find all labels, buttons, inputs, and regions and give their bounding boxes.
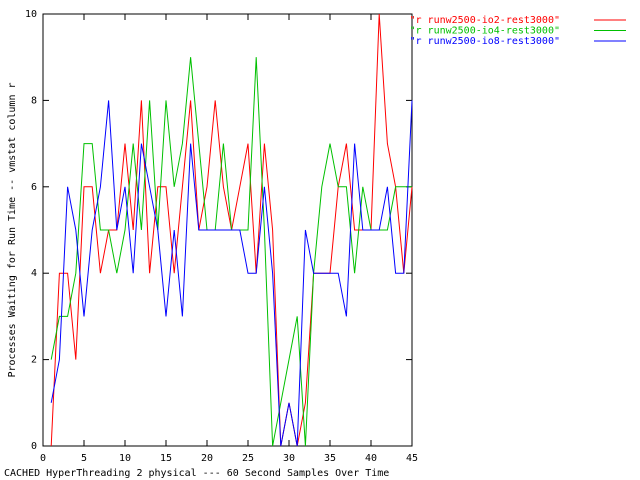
x-tick-label: 0 bbox=[40, 453, 46, 464]
x-tick-label: 10 bbox=[119, 453, 131, 464]
y-tick-label: 10 bbox=[25, 9, 37, 20]
series-line bbox=[50, 100, 413, 447]
y-tick-label: 8 bbox=[31, 95, 37, 106]
legend-label: "r runw2500-io2-rest3000" bbox=[409, 15, 560, 26]
y-tick-label: 2 bbox=[31, 355, 37, 366]
x-tick-label: 40 bbox=[365, 453, 377, 464]
legend-label: "r runw2500-io8-rest3000" bbox=[409, 36, 560, 47]
x-tick-label: 5 bbox=[81, 453, 87, 464]
x-axis-label: CACHED HyperThreading 2 physical --- 60 … bbox=[4, 468, 389, 479]
y-tick-label: 6 bbox=[31, 182, 37, 193]
x-tick-label: 15 bbox=[160, 453, 172, 464]
legend-label: "r runw2500-io4-rest3000" bbox=[409, 26, 560, 37]
x-tick-label: 25 bbox=[242, 453, 254, 464]
x-tick-label: 30 bbox=[283, 453, 295, 464]
y-tick-label: 0 bbox=[31, 441, 37, 452]
y-tick-label: 4 bbox=[31, 268, 37, 279]
plot-frame bbox=[42, 13, 413, 447]
x-tick-label: 45 bbox=[406, 453, 418, 464]
x-tick-label: 35 bbox=[324, 453, 336, 464]
y-axis-label: Processes Waiting for Run Time -- vmstat… bbox=[7, 82, 18, 377]
x-tick-label: 20 bbox=[201, 453, 213, 464]
series-line bbox=[50, 57, 412, 447]
